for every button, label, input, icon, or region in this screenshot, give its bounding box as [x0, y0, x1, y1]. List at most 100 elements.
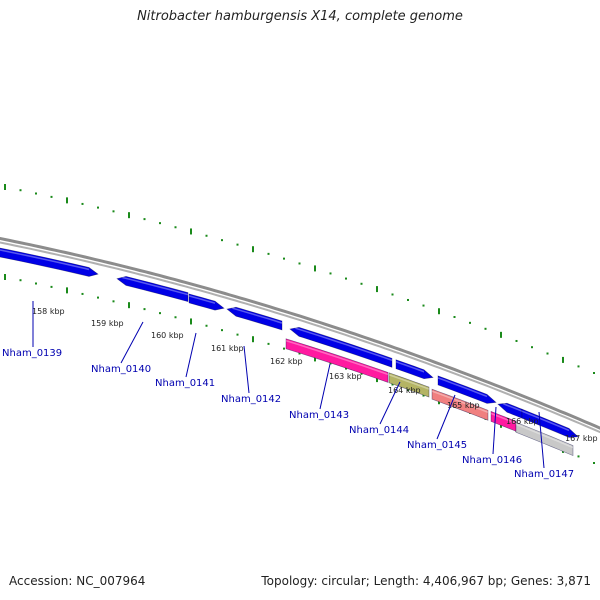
outer-minor-tick [345, 277, 347, 280]
inner-minor-tick [112, 300, 115, 303]
outer-minor-tick [329, 272, 332, 275]
inner-minor-tick [221, 329, 223, 332]
backbone-line-outer [0, 236, 600, 430]
inner-minor-tick [593, 462, 595, 465]
gene-label-link[interactable]: Nham_0144 [349, 425, 409, 436]
inner-minor-tick [345, 367, 347, 370]
gene-label-link[interactable]: Nham_0143 [289, 410, 349, 421]
outer-minor-tick [593, 372, 595, 375]
outer-minor-tick [97, 206, 99, 209]
gene-labels: Nham_0139 Nham_0140 Nham_0141 Nham_0142 Nham… [2, 301, 574, 480]
outer-minor-tick [546, 352, 549, 355]
gene-label-link[interactable]: Nham_0140 [91, 364, 151, 375]
inner-minor-tick [267, 342, 270, 345]
gene-arrow [188, 293, 225, 311]
map-title: Nitrobacter hamburgensis X14, complete g… [137, 9, 463, 24]
gene-label-link[interactable]: Nham_0142 [221, 394, 281, 405]
gene-label-leader [185, 332, 197, 378]
scale-label: 162 kbp [270, 357, 303, 366]
topology-text: Topology: circular; Length: 4,406,967 bp… [261, 574, 591, 588]
gene-arrow [116, 276, 189, 303]
outer-minor-tick [484, 327, 487, 330]
gene-arrow-highlight [431, 390, 489, 413]
scale-label: 166 kbp [506, 417, 539, 426]
inner-minor-tick [50, 285, 53, 288]
inner-minor-tick [283, 347, 285, 350]
genome-backbone [0, 236, 600, 434]
gene-arrow [289, 327, 393, 368]
inner-minor-tick [236, 333, 239, 336]
outer-minor-tick [422, 304, 425, 307]
outer-minor-tick [267, 252, 270, 255]
outer-minor-tick [143, 218, 146, 221]
gene-arrow-highlight [0, 249, 90, 271]
outer-tick-track [4, 184, 595, 375]
gene-arrow [388, 372, 430, 398]
outer-minor-tick [577, 365, 580, 368]
gene-label-link[interactable]: Nham_0145 [407, 440, 467, 451]
scale-label: 167 kbp [565, 434, 598, 443]
outer-minor-tick [50, 195, 53, 198]
scale-label: 158 kbp [32, 307, 65, 316]
inner-minor-tick [360, 372, 363, 375]
gene-label-link[interactable]: Nham_0147 [514, 469, 574, 480]
outer-minor-tick [283, 257, 285, 260]
gene-track [0, 247, 579, 457]
scale-label: 160 kbp [151, 331, 184, 340]
gene-label-leader [243, 345, 250, 394]
outer-minor-tick [469, 321, 471, 324]
inner-minor-tick [159, 312, 161, 315]
scale-label: 163 kbp [329, 372, 362, 381]
gene-arrow-highlight [515, 423, 574, 449]
gene-arrow-highlight [521, 410, 570, 432]
gene-label-leader [379, 381, 401, 425]
inner-minor-tick [422, 394, 425, 397]
gene-arrow-highlight [188, 295, 216, 304]
outer-minor-tick [159, 222, 161, 225]
inner-minor-tick [407, 388, 409, 391]
outer-minor-tick [360, 282, 363, 285]
scale-label: 159 kbp [91, 319, 124, 328]
gene-label-link[interactable]: Nham_0146 [462, 455, 522, 466]
gene-arrow-highlight [285, 339, 389, 376]
gene-arrow-highlight [395, 360, 425, 373]
scale-label: 165 kbp [447, 401, 480, 410]
gene-label-leader [436, 394, 456, 440]
gene-arrow-highlight [437, 377, 488, 398]
scale-label: 161 kbp [211, 344, 244, 353]
gene-arrow-highlight [122, 276, 189, 296]
outer-minor-tick [221, 239, 223, 242]
outer-minor-tick [391, 293, 394, 296]
gene-arrow-highlight [388, 374, 430, 390]
inner-minor-tick [143, 308, 146, 311]
gene-label-leader [120, 321, 144, 364]
gene-arrow-highlight [232, 307, 283, 324]
outer-minor-tick [174, 226, 177, 229]
inner-minor-tick [391, 383, 394, 386]
outer-minor-tick [515, 339, 518, 342]
gene-arrow [226, 306, 283, 331]
gene-arrow [515, 421, 574, 457]
gene-label-link[interactable]: Nham_0141 [155, 378, 215, 389]
inner-minor-tick [205, 324, 208, 327]
inner-minor-tick [298, 352, 301, 355]
inner-minor-tick [577, 455, 580, 458]
gene-arrow [431, 388, 489, 421]
inner-minor-tick [35, 282, 37, 285]
gene-arrow [285, 338, 389, 383]
scale-label: 164 kbp [388, 386, 421, 395]
gene-label-leader [319, 363, 331, 410]
outer-minor-tick [453, 315, 456, 318]
outer-minor-tick [298, 262, 301, 265]
inner-minor-tick [19, 279, 22, 282]
inner-minor-tick [97, 296, 99, 299]
gene-label-link[interactable]: Nham_0139 [2, 348, 62, 359]
outer-minor-tick [531, 346, 533, 349]
inner-minor-tick [174, 316, 177, 319]
inner-minor-tick [81, 292, 84, 295]
gene-arrow [395, 359, 434, 380]
outer-minor-tick [19, 189, 22, 192]
outer-minor-tick [236, 243, 239, 246]
accession-text: Accession: NC_007964 [9, 574, 146, 588]
